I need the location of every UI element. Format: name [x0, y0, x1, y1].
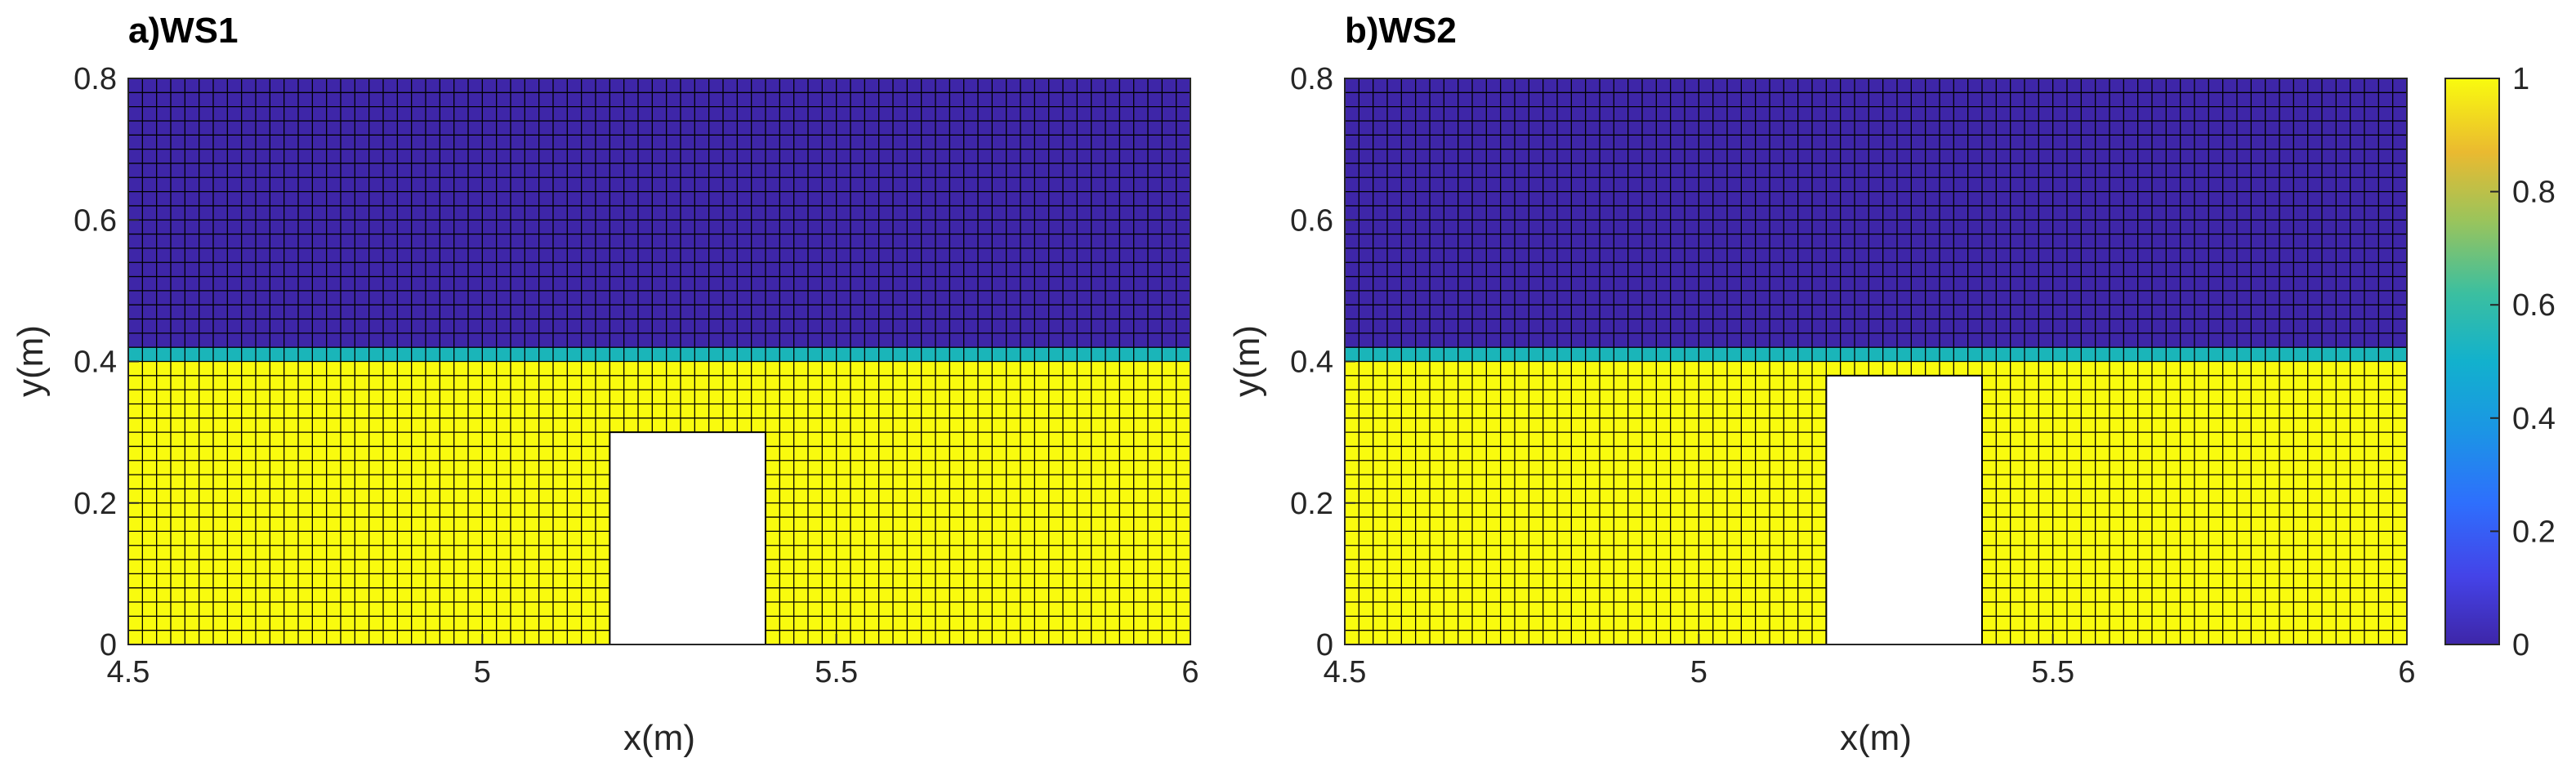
- panel-a-y-ticks: 0 0.2 0.4 0.6 0.8: [74, 62, 139, 662]
- panel-b-y-axis-label: y(m): [1227, 325, 1267, 397]
- panel-b-field-interface: [1345, 347, 2407, 362]
- panel-b-x-axis-label: x(m): [1840, 718, 1912, 758]
- panel-a-x-tick-label: 5: [474, 655, 491, 689]
- colorbar-tick-label: 0.2: [2512, 515, 2556, 549]
- panel-a-x-axis-label: x(m): [623, 718, 695, 758]
- panel-b-obstacle-layer: [1825, 374, 1983, 645]
- panel-b-y-ticks: 0 0.2 0.4 0.6 0.8: [1290, 62, 1355, 662]
- panel-a-y-tick-label: 0.2: [74, 487, 117, 521]
- colorbar-tick-label: 0.8: [2512, 176, 2556, 210]
- panel-b-y-tick-label: 0: [1316, 628, 1333, 662]
- colorbar-ticks: 0 0.2 0.4 0.6 0.8 1: [2490, 62, 2556, 662]
- panel-a-y-axis-label: y(m): [11, 325, 51, 397]
- panel-b-x-tick-label: 4.5: [1324, 655, 1367, 689]
- panel-b: b)WS2 4.5 5 5.5 6 0 0.2 0.4 0.6 0.8 x(m) y(m): [1227, 11, 2416, 758]
- panel-a: a)WS1 4.5 5 5.5 6 0 0.2 0.4 0.6 0.8 x(m) y(m): [11, 11, 1199, 758]
- panel-b-y-tick-label: 0.2: [1290, 487, 1333, 521]
- panel-a-y-tick-label: 0.6: [74, 203, 117, 238]
- panel-a-title: a)WS1: [128, 11, 238, 51]
- panel-b-title: b)WS2: [1345, 11, 1457, 51]
- panel-b-y-tick-label: 0.8: [1290, 62, 1333, 96]
- panel-b-x-ticks: 4.5 5 5.5 6: [1324, 634, 2416, 689]
- colorbar-tick-label: 0: [2512, 628, 2529, 662]
- panel-a-field-interface: [128, 347, 1190, 362]
- panel-a-x-ticks: 4.5 5 5.5 6: [107, 634, 1199, 689]
- colorbar-tick-label: 0.6: [2512, 288, 2556, 323]
- panel-b-x-tick-label: 5: [1690, 655, 1708, 689]
- panel-a-field-air: [128, 78, 1190, 348]
- panel-a-obstacle: [609, 431, 766, 645]
- panel-a-y-tick-label: 0: [100, 628, 117, 662]
- panel-b-field-air: [1345, 78, 2407, 348]
- panel-a-obstacle-layer: [609, 431, 766, 645]
- panel-b-y-tick-label: 0.6: [1290, 203, 1333, 238]
- panel-a-x-tick-label: 4.5: [107, 655, 150, 689]
- panel-a-y-tick-label: 0.8: [74, 62, 117, 96]
- panel-a-x-tick-label: 6: [1181, 655, 1199, 689]
- colorbar-tick-label: 0.4: [2512, 402, 2556, 436]
- panel-a-y-tick-label: 0.4: [74, 346, 117, 380]
- colorbar-gradient: [2444, 78, 2500, 645]
- panel-b-x-tick-label: 5.5: [2031, 655, 2074, 689]
- colorbar-tick-label: 1: [2512, 62, 2529, 96]
- panel-b-x-tick-label: 6: [2398, 655, 2415, 689]
- panel-b-y-tick-label: 0.4: [1290, 346, 1333, 380]
- panel-a-x-tick-label: 5.5: [815, 655, 858, 689]
- panel-b-obstacle: [1825, 374, 1983, 645]
- colorbar: 0 0.2 0.4 0.6 0.8 1: [2444, 62, 2556, 662]
